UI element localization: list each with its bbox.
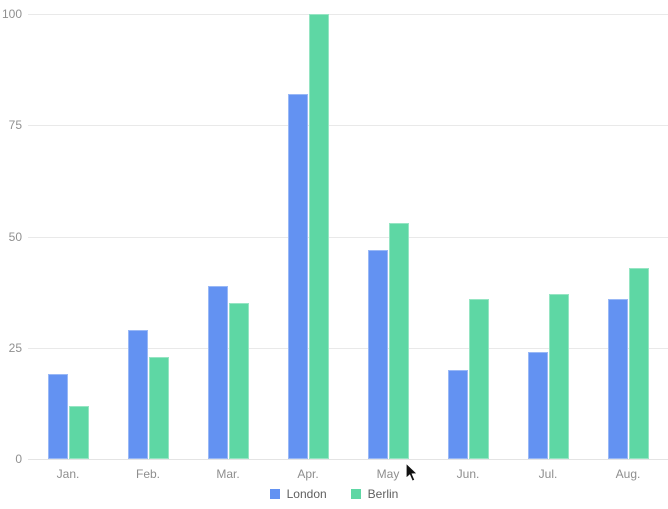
legend-item-berlin[interactable]: Berlin bbox=[350, 487, 399, 501]
bar-berlin-apr[interactable] bbox=[308, 14, 329, 459]
y-axis-tick-label: 50 bbox=[8, 230, 22, 244]
y-axis-tick-label: 75 bbox=[8, 118, 22, 132]
legend-swatch-icon bbox=[269, 489, 280, 499]
bar-berlin-jul[interactable] bbox=[548, 294, 569, 459]
x-axis-label: Jul. bbox=[538, 467, 558, 481]
y-axis-tick-label: 100 bbox=[1, 7, 22, 21]
bar-london-jan[interactable] bbox=[47, 374, 68, 459]
bar-berlin-may[interactable] bbox=[388, 223, 409, 459]
x-axis-label: Jun. bbox=[456, 467, 480, 481]
bar-berlin-feb[interactable] bbox=[148, 356, 169, 459]
bar-berlin-jan[interactable] bbox=[68, 405, 89, 459]
gridline bbox=[28, 14, 668, 15]
legend-swatch-icon bbox=[350, 489, 361, 499]
gridline bbox=[28, 125, 668, 126]
bar-london-mar[interactable] bbox=[207, 285, 228, 459]
legend-label: Berlin bbox=[367, 487, 399, 501]
gridline bbox=[28, 348, 668, 349]
x-axis-label: Feb. bbox=[135, 467, 160, 481]
bar-london-apr[interactable] bbox=[287, 94, 308, 459]
legend-label: London bbox=[286, 487, 327, 501]
x-axis-label: Jan. bbox=[56, 467, 80, 481]
legend-item-london[interactable]: London bbox=[269, 487, 327, 501]
bar-london-may[interactable] bbox=[367, 249, 388, 459]
bar-london-jun[interactable] bbox=[447, 370, 468, 459]
y-axis-tick-label: 25 bbox=[8, 341, 22, 355]
bar-berlin-aug[interactable] bbox=[628, 267, 649, 459]
x-axis-label: Apr. bbox=[297, 467, 319, 481]
legend: London Berlin bbox=[0, 488, 668, 500]
bar-berlin-mar[interactable] bbox=[228, 303, 249, 459]
bar-london-feb[interactable] bbox=[127, 330, 148, 459]
bar-london-aug[interactable] bbox=[607, 298, 628, 459]
bar-berlin-jun[interactable] bbox=[468, 298, 489, 459]
x-axis-label: Aug. bbox=[615, 467, 641, 481]
gridline bbox=[28, 237, 668, 238]
y-axis-tick-label: 0 bbox=[15, 452, 22, 466]
x-axis-baseline bbox=[28, 459, 668, 460]
x-axis-label: Mar. bbox=[216, 467, 240, 481]
x-axis-label: May bbox=[376, 467, 400, 481]
bar-london-jul[interactable] bbox=[527, 352, 548, 459]
